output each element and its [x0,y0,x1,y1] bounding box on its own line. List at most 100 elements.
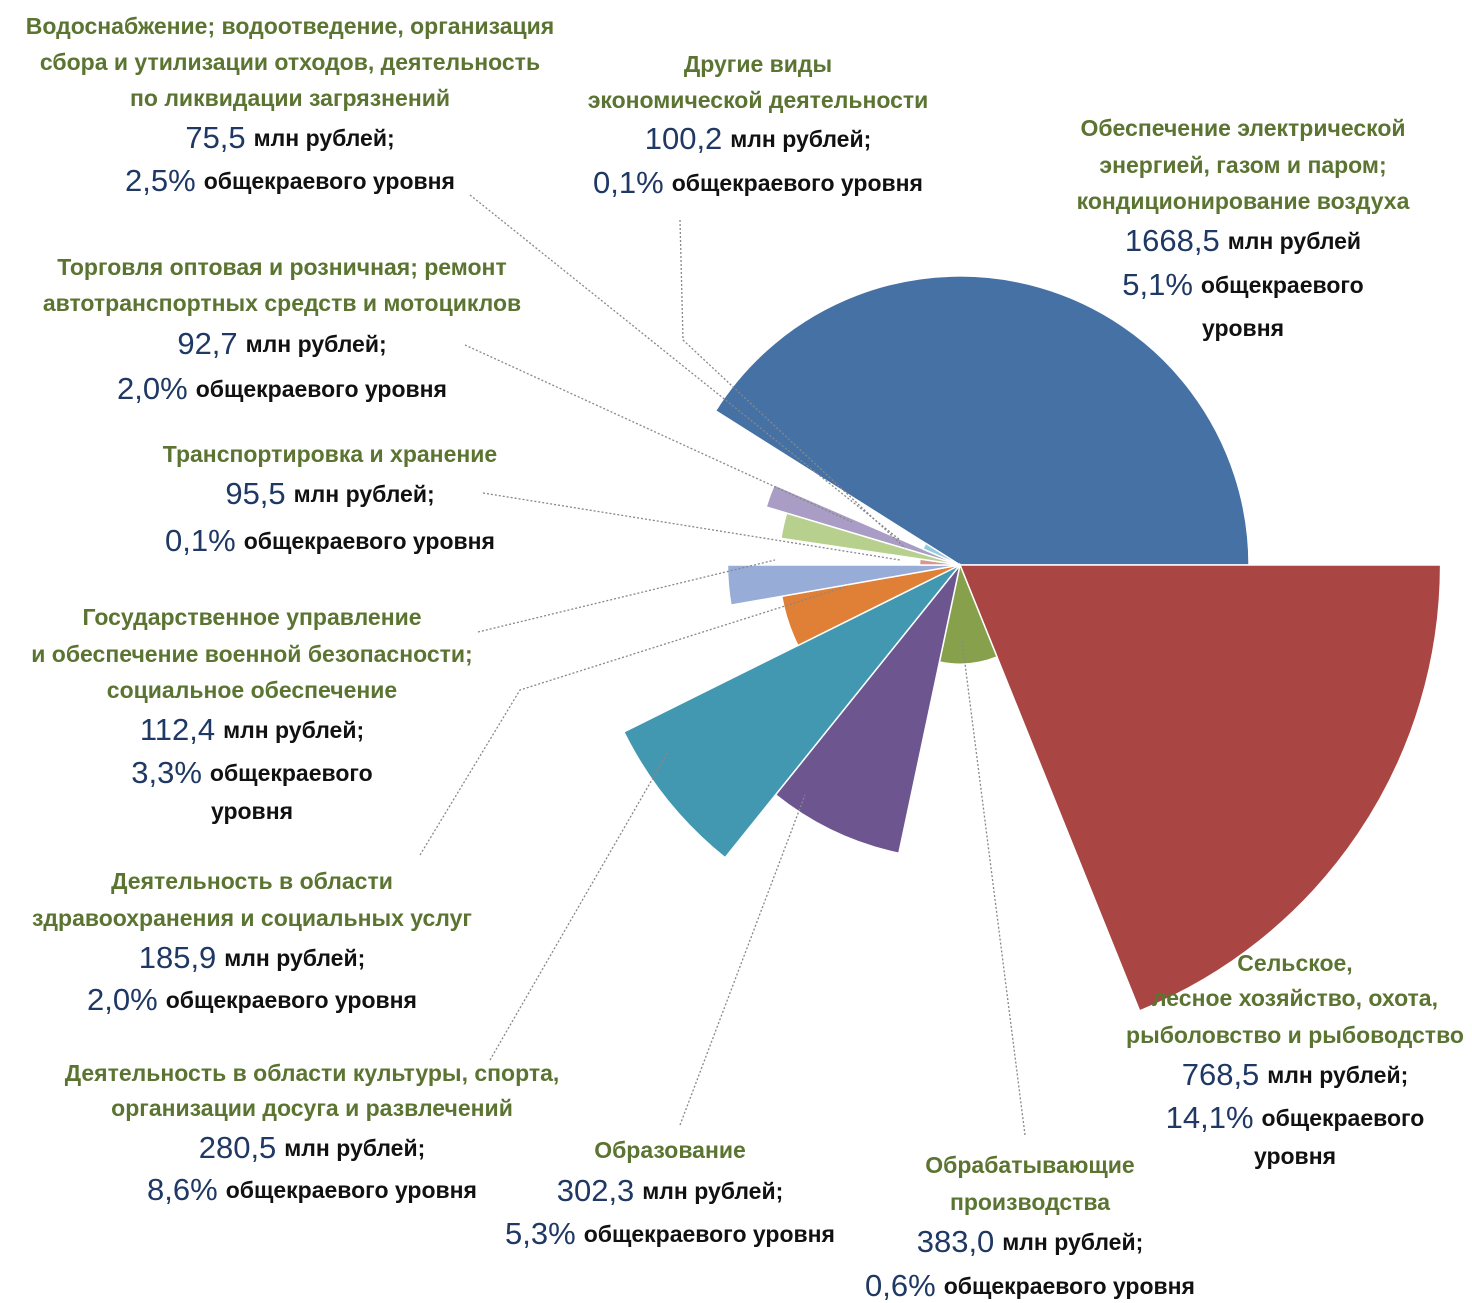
share-unit: общекраевого уровня [204,168,455,194]
value-number: 100,2 [645,121,723,156]
value-label: 383,0 млн рублей; [917,1224,1144,1259]
share-unit: уровня [1254,1143,1336,1169]
category-label: Деятельность в области культуры, спорта, [65,1060,560,1086]
share-unit: уровня [1202,315,1284,341]
share-unit: общекраевого уровня [226,1177,477,1203]
category-label: Обрабатывающие [925,1152,1134,1178]
value-label: 95,5 млн рублей; [225,476,434,511]
category-label: кондиционирование воздуха [1077,188,1410,214]
value-unit: млн рублей [1228,228,1361,254]
share-number: 5,1% [1122,267,1193,302]
category-label: социальное обеспечение [107,677,397,703]
value-number: 92,7 [177,326,237,361]
slice [714,275,1250,566]
slice [622,564,961,859]
share-unit: общекраевого [1262,1105,1425,1131]
share-label: 0,6% общекраевого уровня [865,1268,1195,1303]
category-label: Торговля оптовая и розничная; ремонт [57,254,506,280]
value-unit: млн рублей; [1002,1229,1143,1255]
share-label: 2,0% общекраевого уровня [87,982,417,1017]
share-number: 14,1% [1166,1100,1254,1135]
value-number: 1668,5 [1125,223,1220,258]
category-label: Водоснабжение; водоотведение, организаци… [26,13,554,39]
value-unit: млн рублей; [642,1178,783,1204]
value-number: 95,5 [225,476,285,511]
value-unit: млн рублей; [1267,1062,1408,1088]
share-unit: общекраевого [210,760,373,786]
share-label: 5,3% общекраевого уровня [505,1216,835,1251]
category-label: автотранспортных средств и мотоциклов [43,290,521,316]
category-label: Транспортировка и хранение [163,441,497,467]
share-unit: общекраевого уровня [944,1273,1195,1299]
share-number: 5,3% [505,1216,576,1251]
category-label: рыболовство и рыбоводство [1126,1022,1464,1048]
value-label: 280,5 млн рублей; [199,1130,426,1165]
share-label: 8,6% общекраевого уровня [147,1172,477,1207]
share-label: 14,1% общекраевого [1166,1100,1425,1135]
value-unit: млн рублей; [254,125,395,151]
share-label: 2,0% общекраевого уровня [117,371,447,406]
value-number: 112,4 [140,712,215,747]
leader-line [961,639,1026,1136]
value-number: 383,0 [917,1224,995,1259]
value-label: 75,5 млн рублей; [185,120,394,155]
share-label: 5,1% общекраевого [1122,267,1363,302]
share-label: 2,5% общекраевого уровня [125,163,455,198]
slice [921,542,961,566]
category-label: и обеспечение военной безопасности; [31,641,472,667]
value-unit: млн рублей; [224,945,365,971]
slice [774,564,961,855]
category-label: Обеспечение электрической [1080,115,1405,141]
leader-line [679,794,806,1126]
share-unit: уровня [211,798,293,824]
category-label: Деятельность в области [111,868,393,894]
value-label: 1668,5 млн рублей [1125,223,1361,258]
slice [726,564,961,607]
slice [958,564,1442,1012]
category-label: Сельское, [1237,950,1352,976]
share-number: 8,6% [147,1172,218,1207]
value-label: 302,3 млн рублей; [557,1173,784,1208]
category-label: по ликвидации загрязнений [130,85,450,111]
value-unit: млн рублей; [246,331,387,357]
share-unit: общекраевого уровня [196,376,447,402]
share-number: 3,3% [131,755,202,790]
category-label: лесное хозяйство, охота, [1152,985,1438,1011]
leader-line [477,559,776,633]
value-unit: млн рублей; [223,717,364,743]
value-label: 92,7 млн рублей; [177,326,386,361]
value-number: 185,9 [139,940,217,975]
category-label: сбора и утилизации отходов, деятельность [40,49,540,75]
leader-line [419,585,849,856]
share-label: 3,3% общекраевого [131,755,372,790]
category-label: экономической деятельности [588,87,929,113]
share-number: 2,5% [125,163,196,198]
share-unit: общекраевого уровня [166,987,417,1013]
category-label: Другие виды [684,51,832,77]
leader-line [489,751,669,1061]
share-number: 2,0% [87,982,158,1017]
category-label: Государственное управление [82,604,421,630]
category-label: энергией, газом и паром; [1099,152,1386,178]
share-number: 0,6% [865,1268,936,1303]
share-unit: общекраевого уровня [672,170,923,196]
category-label: производства [950,1189,1110,1215]
value-label: 185,9 млн рублей; [139,940,366,975]
share-unit: общекраевого [1201,272,1364,298]
value-label: 100,2 млн рублей; [645,121,872,156]
share-number: 0,1% [593,165,664,200]
value-label: 768,5 млн рублей; [1182,1057,1409,1092]
share-number: 2,0% [117,371,188,406]
value-number: 280,5 [199,1130,277,1165]
category-label: организации досуга и развлечений [111,1095,513,1121]
value-unit: млн рублей; [284,1135,425,1161]
value-label: 112,4 млн рублей; [140,712,364,747]
value-number: 302,3 [557,1173,635,1208]
category-label: Образование [594,1137,746,1163]
category-label: здравоохранения и социальных услуг [32,905,472,931]
share-label: 0,1% общекраевого уровня [593,165,923,200]
value-number: 768,5 [1182,1057,1260,1092]
leader-line [464,344,853,523]
share-unit: общекраевого уровня [244,528,495,554]
